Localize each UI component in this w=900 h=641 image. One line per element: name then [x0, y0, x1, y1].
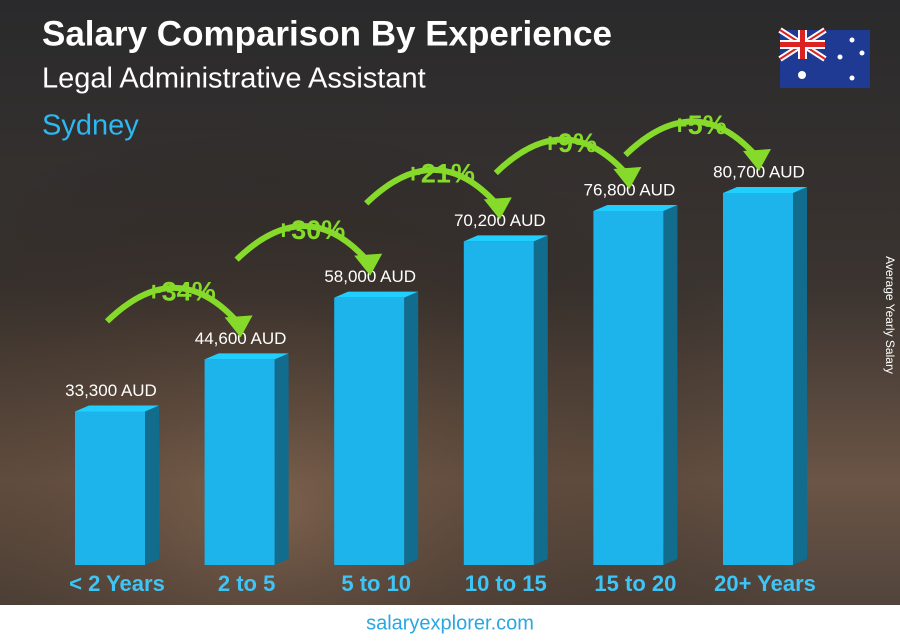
bar-top — [75, 405, 159, 412]
x-tick-label: 20+ Years — [714, 571, 816, 596]
bar-top — [334, 291, 419, 298]
change-arrow — [104, 284, 241, 326]
change-label: +34% — [146, 277, 216, 307]
change-arrowhead — [483, 197, 512, 220]
change-label: +21% — [405, 159, 475, 189]
bar-side — [274, 353, 289, 565]
bar — [334, 297, 405, 565]
change-arrow — [364, 166, 501, 208]
bar — [463, 241, 534, 565]
bar — [593, 210, 664, 565]
bar-side — [404, 291, 419, 565]
location: Sydney — [42, 110, 139, 142]
bar — [723, 193, 793, 565]
footer: salaryexplorer.com — [366, 612, 534, 634]
x-tick-label: 2 to 5 — [218, 571, 275, 596]
bar-side — [793, 187, 807, 565]
value-label: 33,300 AUD — [65, 381, 157, 400]
bar-top — [593, 204, 678, 211]
change-arrowhead — [354, 253, 383, 276]
x-tick-label: 15 to 20 — [594, 571, 676, 596]
bar-side — [145, 405, 159, 565]
bar-top — [463, 235, 548, 242]
value-label: 70,200 AUD — [454, 211, 546, 230]
change-arrow — [234, 223, 371, 264]
chart-subtitle: Legal Administrative Assistant — [42, 63, 426, 95]
change-arrowhead — [743, 149, 771, 171]
x-tick-label: 10 to 15 — [465, 571, 547, 596]
footer-band — [0, 605, 900, 641]
bar-side — [663, 204, 678, 565]
change-label: +9% — [542, 128, 597, 158]
value-label: 76,800 AUD — [584, 180, 676, 199]
change-arrow — [493, 136, 630, 177]
chart-title: Salary Comparison By Experience — [42, 14, 612, 53]
x-tick-label: < 2 Years — [69, 571, 165, 596]
change-arrowhead — [613, 166, 642, 189]
change-label: +30% — [275, 215, 345, 245]
value-label: 44,600 AUD — [195, 329, 287, 348]
change-label: +5% — [672, 110, 727, 140]
x-tick-label: 5 to 10 — [341, 571, 411, 596]
y-axis-label: Average Yearly Salary — [883, 256, 897, 374]
bar — [75, 411, 145, 565]
bar-top — [723, 187, 807, 193]
change-arrow — [623, 118, 760, 159]
bar-top — [204, 353, 289, 360]
flag — [778, 27, 870, 88]
bar — [204, 359, 275, 565]
value-label: 80,700 AUD — [713, 162, 805, 181]
value-label: 58,000 AUD — [324, 267, 416, 286]
bar-side — [533, 235, 548, 565]
change-arrowhead — [224, 315, 253, 338]
